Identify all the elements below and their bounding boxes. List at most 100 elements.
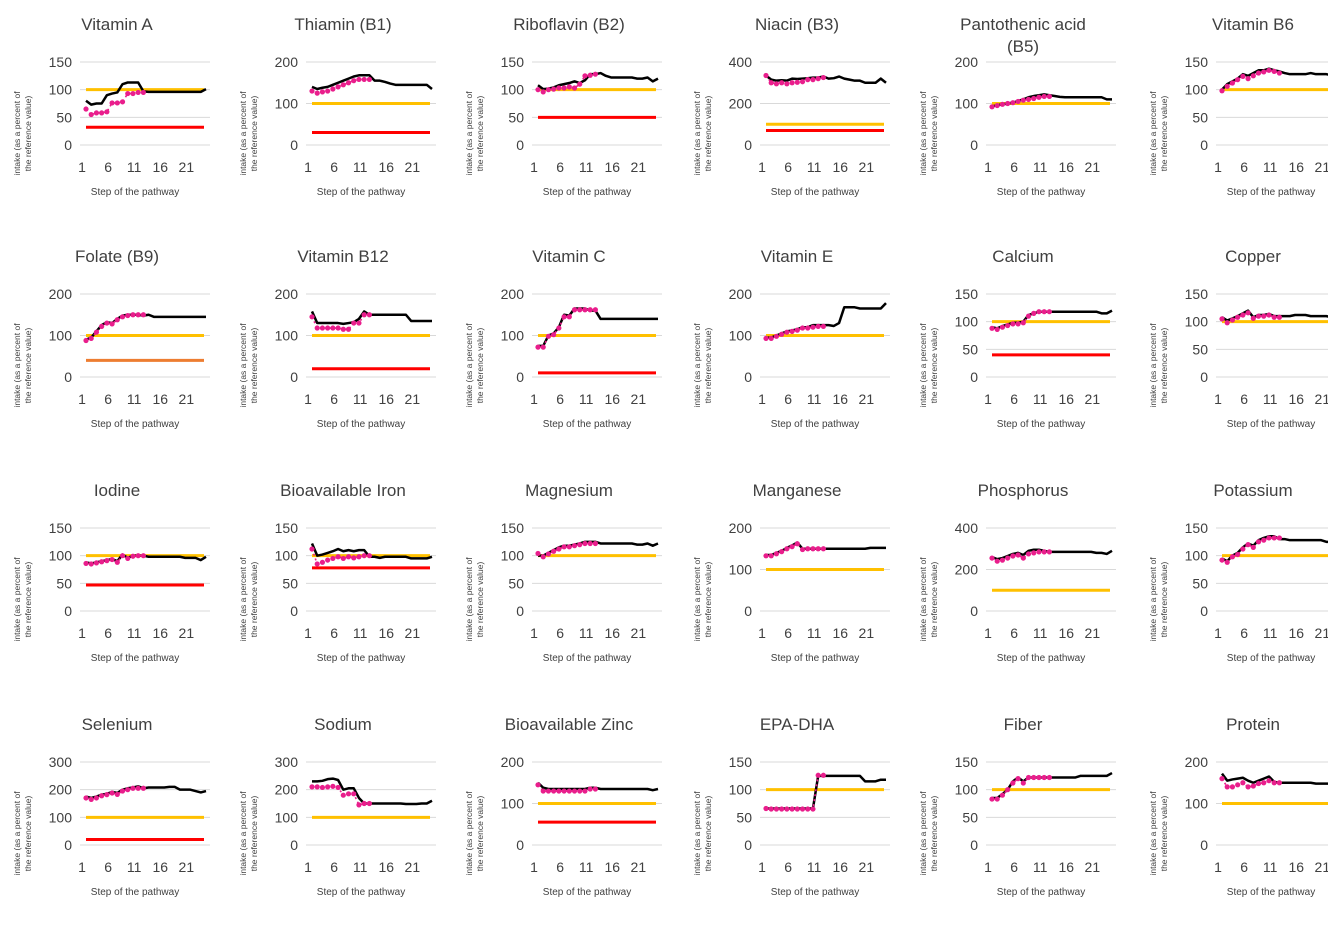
modelled-pathway-point — [1240, 312, 1246, 318]
x-tick-label: 11 — [579, 625, 594, 641]
modelled-pathway-point — [1015, 552, 1021, 558]
modelled-pathway-point — [784, 546, 790, 552]
y-tick-label: 0 — [744, 603, 752, 619]
modelled-pathway-point — [994, 102, 1000, 109]
modelled-pathway-point — [135, 785, 141, 791]
modelled-pathway-point — [135, 312, 141, 318]
modelled-pathway-point — [763, 805, 769, 812]
modelled-pathway-point — [135, 89, 141, 96]
modelled-pathway-point — [330, 325, 336, 331]
modelled-pathway-point — [99, 559, 105, 565]
modelled-pathway-point — [88, 796, 94, 802]
modelled-pathway-point — [1229, 554, 1236, 560]
y-tick-label: 50 — [1192, 575, 1208, 591]
modelled-pathway-point — [1245, 310, 1251, 316]
modelled-pathway-point — [1245, 542, 1251, 548]
x-tick-label: 11 — [353, 391, 368, 407]
x-tick-label: 6 — [104, 391, 112, 407]
modelled-pathway-point — [1036, 94, 1042, 100]
y-tick-label: 50 — [962, 809, 978, 825]
modelled-pathway-point — [779, 331, 785, 337]
y-tick-label: 100 — [49, 548, 73, 564]
observed-pathway-line — [1220, 772, 1328, 785]
modelled-pathway-point — [540, 344, 546, 350]
x-tick-label: 11 — [127, 159, 142, 175]
x-tick-label: 11 — [1033, 391, 1048, 407]
x-tick-label: 1 — [78, 159, 86, 175]
y-tick-label: 400 — [729, 54, 753, 70]
y-axis-label: intake (as a percent ofthe reference val… — [692, 557, 713, 642]
observed-pathway-line — [766, 302, 887, 339]
y-tick-label: 100 — [955, 96, 979, 112]
modelled-pathway-point — [88, 561, 94, 567]
y-axis-label: intake (as a percent ofthe reference val… — [12, 323, 33, 408]
modelled-pathway-point — [540, 788, 546, 794]
chart-panel-selenium: Selenium 0 100 200 300 1 6 11 16 21 Step of the pa… — [0, 700, 226, 932]
modelled-pathway-point — [114, 317, 120, 323]
modelled-pathway-point — [1046, 774, 1052, 781]
chart-title: Vitamin B12 — [297, 247, 388, 266]
modelled-pathway-point — [119, 788, 126, 794]
x-tick-label: 21 — [859, 391, 875, 407]
modelled-pathway-point — [1229, 784, 1236, 790]
y-tick-label: 0 — [744, 369, 752, 385]
modelled-pathway-point — [140, 312, 146, 318]
x-tick-label: 1 — [1214, 625, 1222, 641]
modelled-pathway-point — [114, 559, 120, 565]
modelled-pathway-point — [1010, 321, 1016, 327]
modelled-pathway-point — [1224, 83, 1230, 89]
chart-title: (B5) — [1007, 37, 1039, 56]
x-tick-label: 1 — [1214, 159, 1222, 175]
y-axis-label: intake (as a percent ofthe reference val… — [464, 557, 485, 642]
x-tick-label: 21 — [179, 391, 195, 407]
y-tick-label: 0 — [290, 837, 298, 853]
y-tick-label: 0 — [1200, 603, 1208, 619]
modelled-pathway-point — [566, 84, 572, 90]
modelled-pathway-point — [104, 558, 110, 564]
modelled-pathway-point — [779, 549, 785, 555]
x-tick-label: 21 — [405, 159, 421, 175]
y-tick-label: 400 — [955, 520, 979, 536]
x-tick-label: 16 — [832, 625, 848, 641]
modelled-pathway-point — [1041, 549, 1047, 555]
modelled-pathway-point — [125, 555, 131, 562]
y-tick-label: 200 — [275, 286, 299, 302]
modelled-pathway-point — [556, 788, 562, 794]
modelled-pathway-point — [799, 546, 806, 553]
modelled-pathway-point — [810, 546, 816, 552]
y-axis-label: intake (as a percent ofthe reference val… — [918, 91, 939, 176]
x-tick-label: 21 — [631, 625, 647, 641]
y-tick-label: 100 — [49, 809, 73, 825]
x-tick-label: 11 — [807, 159, 822, 175]
x-tick-label: 1 — [984, 159, 992, 175]
modelled-pathway-point — [994, 558, 1000, 564]
modelled-pathway-point — [592, 71, 598, 77]
modelled-pathway-point — [994, 326, 1000, 333]
modelled-pathway-point — [1276, 780, 1282, 786]
chart-title: Pantothenic acid — [960, 15, 1086, 34]
y-axis-label: intake (as a percent ofthe reference val… — [692, 323, 713, 408]
modelled-pathway-point — [566, 788, 572, 794]
x-tick-label: 16 — [152, 391, 168, 407]
x-tick-label: 6 — [330, 859, 338, 875]
x-tick-label: 21 — [1315, 859, 1328, 875]
modelled-pathway-point — [1010, 553, 1016, 559]
y-tick-label: 50 — [1192, 341, 1208, 357]
x-tick-label: 21 — [179, 159, 195, 175]
y-tick-label: 0 — [64, 137, 72, 153]
y-tick-label: 50 — [508, 109, 524, 125]
x-axis-label: Step of the pathway — [543, 887, 631, 898]
modelled-pathway-point — [1240, 73, 1246, 79]
y-tick-label: 300 — [49, 754, 73, 770]
x-tick-label: 1 — [304, 159, 312, 175]
modelled-pathway-point — [1266, 778, 1272, 784]
x-tick-label: 6 — [330, 391, 338, 407]
modelled-pathway-point — [104, 109, 110, 115]
modelled-pathway-point — [1015, 321, 1021, 327]
modelled-pathway-point — [540, 89, 546, 95]
modelled-pathway-point — [1015, 776, 1021, 782]
modelled-pathway-point — [325, 557, 331, 563]
